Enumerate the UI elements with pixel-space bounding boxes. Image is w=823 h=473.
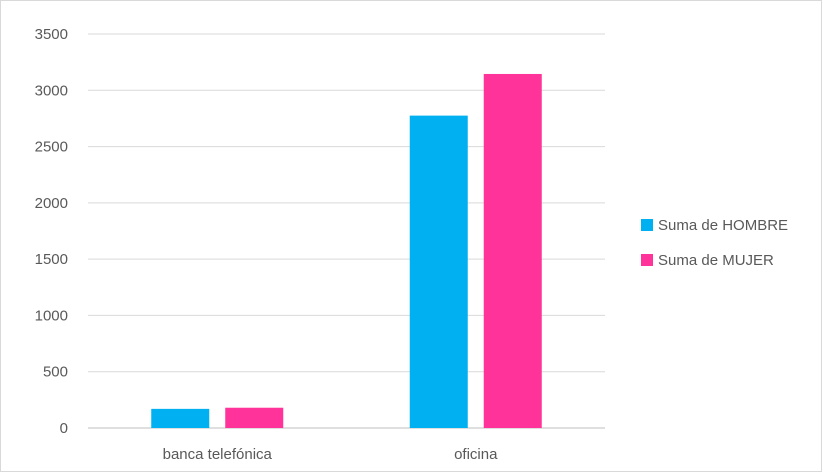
- bars: [151, 73, 542, 428]
- legend-swatch-mujer: [641, 254, 653, 266]
- legend-label-mujer: Suma de MUJER: [658, 251, 774, 269]
- y-tick-label: 3000: [35, 82, 68, 99]
- y-tick-label: 2500: [35, 139, 68, 156]
- y-tick-label: 3500: [35, 26, 68, 43]
- legend-item-hombre: Suma de HOMBRE: [641, 215, 788, 235]
- x-tick-label: banca telefónica: [163, 446, 273, 463]
- legend-item-mujer: Suma de MUJER: [641, 250, 788, 270]
- bar-mujer-0: [225, 407, 284, 428]
- y-tick-label: 1000: [35, 307, 68, 324]
- legend: Suma de HOMBRE Suma de MUJER: [641, 215, 788, 285]
- y-axis-tick-labels: 0 500 1000 1500 2000 2500 3000 3500: [35, 26, 68, 437]
- legend-label-hombre: Suma de HOMBRE: [658, 216, 789, 234]
- bar-hombre-1: [409, 115, 468, 428]
- x-tick-label: oficina: [454, 446, 498, 463]
- bar-hombre-0: [151, 408, 210, 428]
- y-tick-label: 500: [43, 364, 68, 381]
- legend-swatch-hombre: [641, 219, 653, 231]
- x-axis-tick-labels: banca telefónica oficina: [163, 446, 498, 463]
- bar-mujer-1: [483, 73, 542, 428]
- y-tick-label: 1500: [35, 251, 68, 268]
- y-tick-label: 2000: [35, 195, 68, 212]
- y-tick-label: 0: [60, 420, 68, 437]
